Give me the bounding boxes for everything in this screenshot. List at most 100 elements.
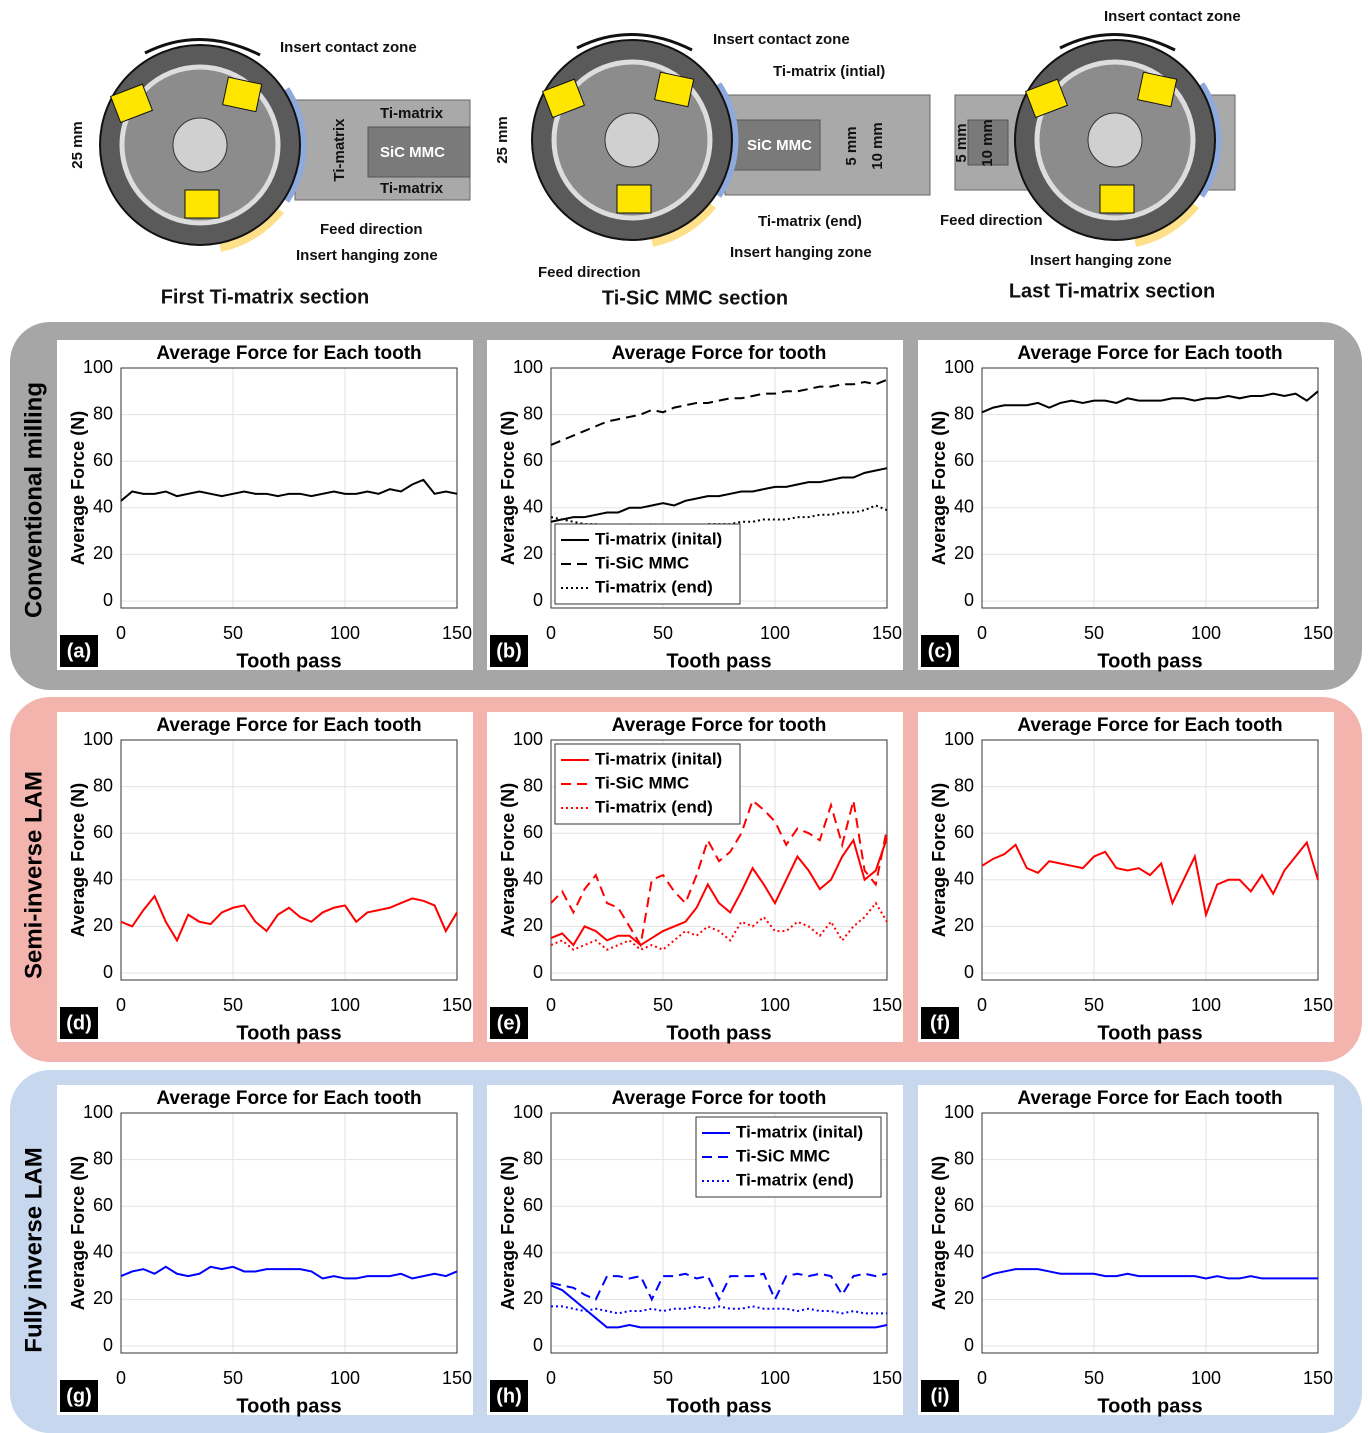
y-tick-label: 20 bbox=[93, 543, 113, 563]
y-tick-label: 100 bbox=[83, 729, 113, 749]
y-tick-label: 60 bbox=[954, 822, 974, 842]
panel bbox=[57, 1085, 473, 1415]
y-tick-label: 80 bbox=[93, 403, 113, 423]
y-tick-label: 40 bbox=[93, 497, 113, 517]
diagram-label: Ti-matrix (intial) bbox=[773, 63, 885, 80]
diagram-label: Feed direction bbox=[538, 264, 641, 281]
x-tick-label: 0 bbox=[977, 995, 987, 1015]
diagram-label: 5 mm bbox=[843, 126, 860, 165]
diagram-label: Feed direction bbox=[320, 221, 423, 238]
x-axis-label: Tooth pass bbox=[236, 1022, 341, 1044]
y-axis-label: Average Force (N) bbox=[929, 1156, 949, 1310]
chart-title: Average Force for tooth bbox=[612, 715, 827, 736]
y-axis-label: Average Force (N) bbox=[68, 411, 88, 565]
x-axis-label: Tooth pass bbox=[1097, 1395, 1202, 1417]
hub bbox=[1088, 113, 1142, 167]
legend-label: Ti-matrix (inital) bbox=[595, 749, 722, 768]
x-tick-label: 100 bbox=[1191, 1368, 1221, 1388]
y-tick-label: 40 bbox=[954, 1242, 974, 1262]
x-tick-label: 150 bbox=[872, 995, 902, 1015]
x-tick-label: 150 bbox=[1303, 623, 1333, 643]
row-label: Fully inverse LAM bbox=[20, 1147, 47, 1352]
diagram-label: Ti-matrix bbox=[380, 105, 444, 122]
y-tick-label: 60 bbox=[93, 822, 113, 842]
y-tick-label: 80 bbox=[954, 775, 974, 795]
y-tick-label: 0 bbox=[103, 590, 113, 610]
chart-title: Average Force for Each tooth bbox=[1017, 343, 1282, 364]
diagram-label: SiC MMC bbox=[747, 137, 812, 154]
chart-title: Average Force for tooth bbox=[612, 1088, 827, 1109]
legend-label: Ti-matrix (inital) bbox=[736, 1122, 863, 1141]
panel-label: (a) bbox=[67, 640, 91, 662]
y-tick-label: 0 bbox=[964, 590, 974, 610]
panel-label: (g) bbox=[66, 1385, 92, 1407]
chart-title: Average Force for Each tooth bbox=[156, 715, 421, 736]
legend-label: Ti-SiC MMC bbox=[595, 553, 689, 572]
x-tick-label: 50 bbox=[1084, 1368, 1104, 1388]
y-tick-label: 80 bbox=[523, 775, 543, 795]
y-tick-label: 40 bbox=[523, 869, 543, 889]
y-tick-label: 0 bbox=[964, 1335, 974, 1355]
diagram-label: Insert contact zone bbox=[713, 31, 850, 48]
y-tick-label: 0 bbox=[103, 1335, 113, 1355]
y-tick-label: 0 bbox=[533, 590, 543, 610]
y-tick-label: 20 bbox=[523, 1288, 543, 1308]
y-tick-label: 20 bbox=[954, 543, 974, 563]
y-axis-label: Average Force (N) bbox=[68, 783, 88, 937]
chart-title: Average Force for Each tooth bbox=[156, 1088, 421, 1109]
y-tick-label: 80 bbox=[523, 1148, 543, 1168]
y-tick-label: 100 bbox=[513, 729, 543, 749]
panel bbox=[918, 1085, 1334, 1415]
x-tick-label: 50 bbox=[1084, 623, 1104, 643]
legend-label: Ti-matrix (inital) bbox=[595, 529, 722, 548]
y-axis-label: Average Force (N) bbox=[498, 1156, 518, 1310]
y-tick-label: 0 bbox=[964, 962, 974, 982]
y-tick-label: 100 bbox=[944, 357, 974, 377]
y-tick-label: 20 bbox=[954, 915, 974, 935]
diagram-label: 10 mm bbox=[869, 122, 886, 170]
diagram-label: 25 mm bbox=[69, 121, 86, 169]
y-tick-label: 80 bbox=[954, 403, 974, 423]
y-tick-label: 100 bbox=[513, 1102, 543, 1122]
y-tick-label: 40 bbox=[523, 497, 543, 517]
x-tick-label: 100 bbox=[1191, 995, 1221, 1015]
x-axis-label: Tooth pass bbox=[236, 650, 341, 672]
x-tick-label: 50 bbox=[223, 995, 243, 1015]
diagram-title: First Ti-matrix section bbox=[161, 286, 370, 308]
diagram-label: 25 mm bbox=[494, 116, 511, 164]
x-tick-label: 150 bbox=[872, 1368, 902, 1388]
diagram-label: Feed direction bbox=[940, 212, 1043, 229]
y-tick-label: 0 bbox=[103, 962, 113, 982]
y-tick-label: 80 bbox=[93, 1148, 113, 1168]
x-tick-label: 0 bbox=[977, 623, 987, 643]
x-tick-label: 100 bbox=[1191, 623, 1221, 643]
panel-label: (h) bbox=[496, 1385, 522, 1407]
y-tick-label: 80 bbox=[523, 403, 543, 423]
x-axis-label: Tooth pass bbox=[236, 1395, 341, 1417]
diagram-label: 10 mm bbox=[979, 119, 996, 167]
x-tick-label: 50 bbox=[223, 623, 243, 643]
hub bbox=[605, 113, 659, 167]
y-tick-label: 60 bbox=[93, 1195, 113, 1215]
insert bbox=[617, 185, 651, 213]
hub bbox=[173, 118, 227, 172]
panel-label: (e) bbox=[497, 1012, 521, 1034]
y-tick-label: 40 bbox=[954, 497, 974, 517]
y-tick-label: 20 bbox=[523, 915, 543, 935]
chart-title: Average Force for Each tooth bbox=[156, 343, 421, 364]
x-tick-label: 100 bbox=[330, 623, 360, 643]
diagram-label: Insert hanging zone bbox=[296, 247, 438, 264]
legend-label: Ti-SiC MMC bbox=[595, 773, 689, 792]
chart-title: Average Force for Each tooth bbox=[1017, 715, 1282, 736]
legend-label: Ti-matrix (end) bbox=[736, 1170, 854, 1189]
panel bbox=[57, 712, 473, 1042]
legend-label: Ti-matrix (end) bbox=[595, 577, 713, 596]
y-axis-label: Average Force (N) bbox=[929, 411, 949, 565]
diagram-label: Ti-matrix bbox=[331, 118, 348, 182]
legend-label: Ti-matrix (end) bbox=[595, 797, 713, 816]
diagrams bbox=[100, 34, 1235, 247]
x-tick-label: 100 bbox=[330, 1368, 360, 1388]
diagram-label: Insert contact zone bbox=[1104, 8, 1241, 25]
diagram-label: Ti-matrix (end) bbox=[758, 213, 862, 230]
y-tick-label: 40 bbox=[523, 1242, 543, 1262]
